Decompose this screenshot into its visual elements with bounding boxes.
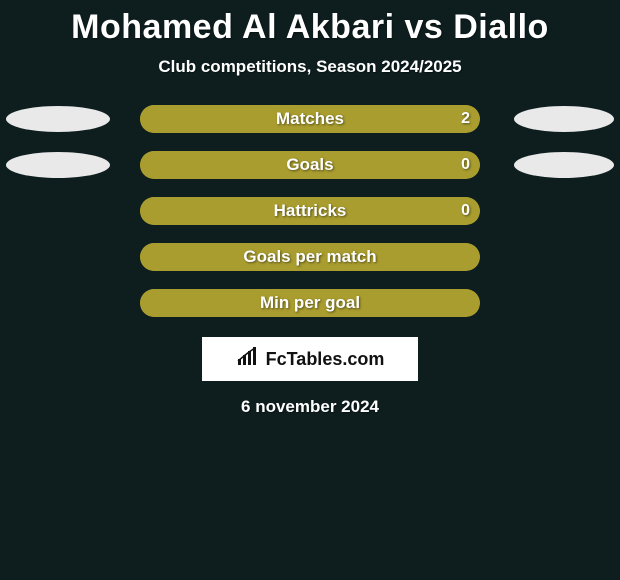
brand-box: FcTables.com: [202, 337, 418, 381]
barchart-icon: [236, 347, 262, 372]
comparison-row: Goals per match: [0, 243, 620, 271]
stat-bar-right-fill: [140, 243, 480, 271]
player-left-marker: [6, 152, 110, 178]
comparison-row: 0Goals: [0, 151, 620, 179]
stat-bar-right-fill: [140, 197, 480, 225]
player-right-marker: [514, 106, 614, 132]
comparison-row: 0Hattricks: [0, 197, 620, 225]
stat-bar: 2Matches: [140, 105, 480, 133]
comparison-row: Min per goal: [0, 289, 620, 317]
stat-value-right: 0: [461, 197, 470, 225]
stat-value-right: 0: [461, 151, 470, 179]
player-right-marker: [514, 152, 614, 178]
brand-text: FcTables.com: [266, 349, 385, 370]
comparison-row: 2Matches: [0, 105, 620, 133]
stat-bar-right-fill: [140, 105, 480, 133]
footer-date: 6 november 2024: [0, 397, 620, 417]
player-left-marker: [6, 106, 110, 132]
stat-bar: 0Hattricks: [140, 197, 480, 225]
stat-bar: Goals per match: [140, 243, 480, 271]
stat-bar-right-fill: [140, 289, 480, 317]
stat-bar: 0Goals: [140, 151, 480, 179]
stat-bar-right-fill: [140, 151, 480, 179]
stat-value-right: 2: [461, 105, 470, 133]
page-subtitle: Club competitions, Season 2024/2025: [0, 57, 620, 77]
page-title: Mohamed Al Akbari vs Diallo: [0, 0, 620, 47]
comparison-rows: 2Matches 0Goals 0Hattricks Goals per match M…: [0, 105, 620, 317]
stat-bar: Min per goal: [140, 289, 480, 317]
